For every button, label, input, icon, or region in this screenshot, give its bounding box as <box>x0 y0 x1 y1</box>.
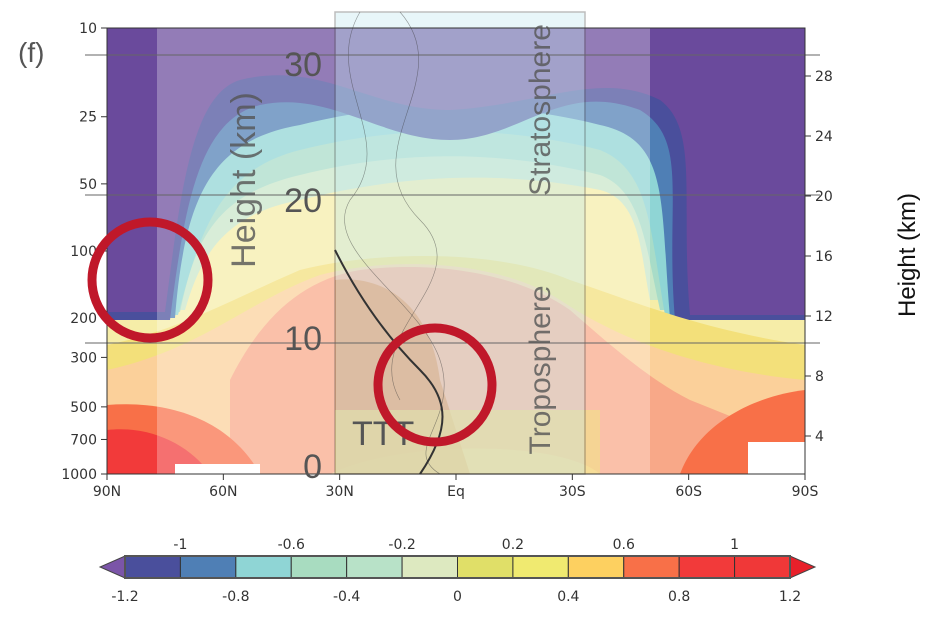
colorbar: -1 -0.6 -0.2 0.2 0.6 1 -1.2 -0.8 -0.4 0 0.4 0.8 1.2 <box>98 537 817 605</box>
colorbar-label-top: 1 <box>730 537 739 553</box>
y-axis-left: 10 25 50 100 200 300 500 700 1000 <box>61 21 107 483</box>
colorbar-label-top: -0.6 <box>278 537 305 553</box>
panel-label: (f) <box>18 37 44 68</box>
y-right-tick-label: 20 <box>815 189 833 205</box>
y-left-tick-label: 500 <box>70 400 97 416</box>
inset-tick-label: 10 <box>284 320 322 358</box>
stratosphere-label: Stratosphere <box>524 24 557 196</box>
field-neg1 <box>107 28 805 320</box>
inset-tick-label: 0 <box>303 448 322 486</box>
colorbar-label-top: 0.2 <box>502 537 524 553</box>
colorbar-box <box>567 555 625 579</box>
y-right-tick-label: 28 <box>815 69 833 85</box>
colorbar-box <box>346 555 403 579</box>
contour-field <box>107 28 805 474</box>
x-tick-label: 60S <box>675 484 702 500</box>
x-tick-label: 30S <box>559 484 586 500</box>
x-tick-label: 60N <box>209 484 237 500</box>
colorbar-label-bottom: -0.8 <box>222 589 249 605</box>
colorbar-frame <box>124 555 791 579</box>
colorbar-label-bottom: 0 <box>453 589 462 605</box>
colorbar-box <box>290 555 348 579</box>
y-left-tick-label: 100 <box>70 244 97 260</box>
y-left-tick-label: 50 <box>79 177 97 193</box>
colorbar-label-top: 0.6 <box>613 537 635 553</box>
x-tick-label: 90N <box>93 484 121 500</box>
y-axis-right: 28 24 20 16 12 8 4 <box>805 69 833 445</box>
field-pos1-left <box>107 429 210 474</box>
highlight-circle-center <box>373 323 497 447</box>
y-left-tick-label: 300 <box>70 350 97 366</box>
x-tick-label: 30N <box>326 484 354 500</box>
x-axis: 90N 60N 30N Eq 30S 60S 90S <box>93 474 819 500</box>
colorbar-label-top: -0.2 <box>388 537 415 553</box>
troposphere-label: Troposphere <box>524 286 557 455</box>
inset-tick-label: 30 <box>284 46 322 84</box>
y-right-tick-label: 24 <box>815 129 833 145</box>
colorbar-box <box>179 555 237 579</box>
inset-y-axis: 30 20 10 0 <box>284 46 322 486</box>
reference-lines <box>85 54 820 344</box>
colorbar-box <box>457 555 514 579</box>
x-tick-label: 90S <box>792 484 819 500</box>
y-left-tick-label: 25 <box>79 110 97 126</box>
missing-data <box>748 442 805 474</box>
y-left-tick-label: 700 <box>70 432 97 448</box>
colorbar-label-bottom: 0.4 <box>557 589 579 605</box>
colorbar-label-bottom: 1.2 <box>779 589 801 605</box>
inset-tick-label: 20 <box>284 182 322 220</box>
y-right-tick-label: 4 <box>815 429 824 445</box>
missing-data <box>175 464 260 474</box>
colorbar-box <box>623 555 680 579</box>
field-neg12 <box>107 28 805 315</box>
colorbar-box <box>124 555 181 579</box>
y-left-tick-label: 200 <box>70 311 97 327</box>
x-tick-label: Eq <box>447 484 465 500</box>
y-right-tick-label: 16 <box>815 249 833 265</box>
y-right-tick-label: 12 <box>815 309 833 325</box>
colorbar-under-triangle <box>98 555 126 579</box>
y-left-tick-label: 1000 <box>61 467 97 483</box>
colorbar-box <box>512 555 569 579</box>
colorbar-label-top: -1 <box>173 537 187 553</box>
colorbar-box <box>235 555 292 579</box>
y-right-tick-label: 8 <box>815 369 824 385</box>
y-right-label: Height (km) <box>894 193 921 317</box>
colorbar-label-bottom: 0.8 <box>668 589 690 605</box>
colorbar-label-bottom: -0.4 <box>333 589 360 605</box>
colorbar-box <box>678 555 736 579</box>
colorbar-label-bottom: -1.2 <box>111 589 138 605</box>
colorbar-box <box>734 555 791 579</box>
colorbar-over-triangle <box>789 555 817 579</box>
inset-ylabel: Height (km) <box>225 92 263 268</box>
veil-overlay <box>157 28 650 474</box>
highlight-circle-left <box>87 217 213 343</box>
y-left-tick-label: 10 <box>79 21 97 37</box>
colorbar-box <box>401 555 459 579</box>
